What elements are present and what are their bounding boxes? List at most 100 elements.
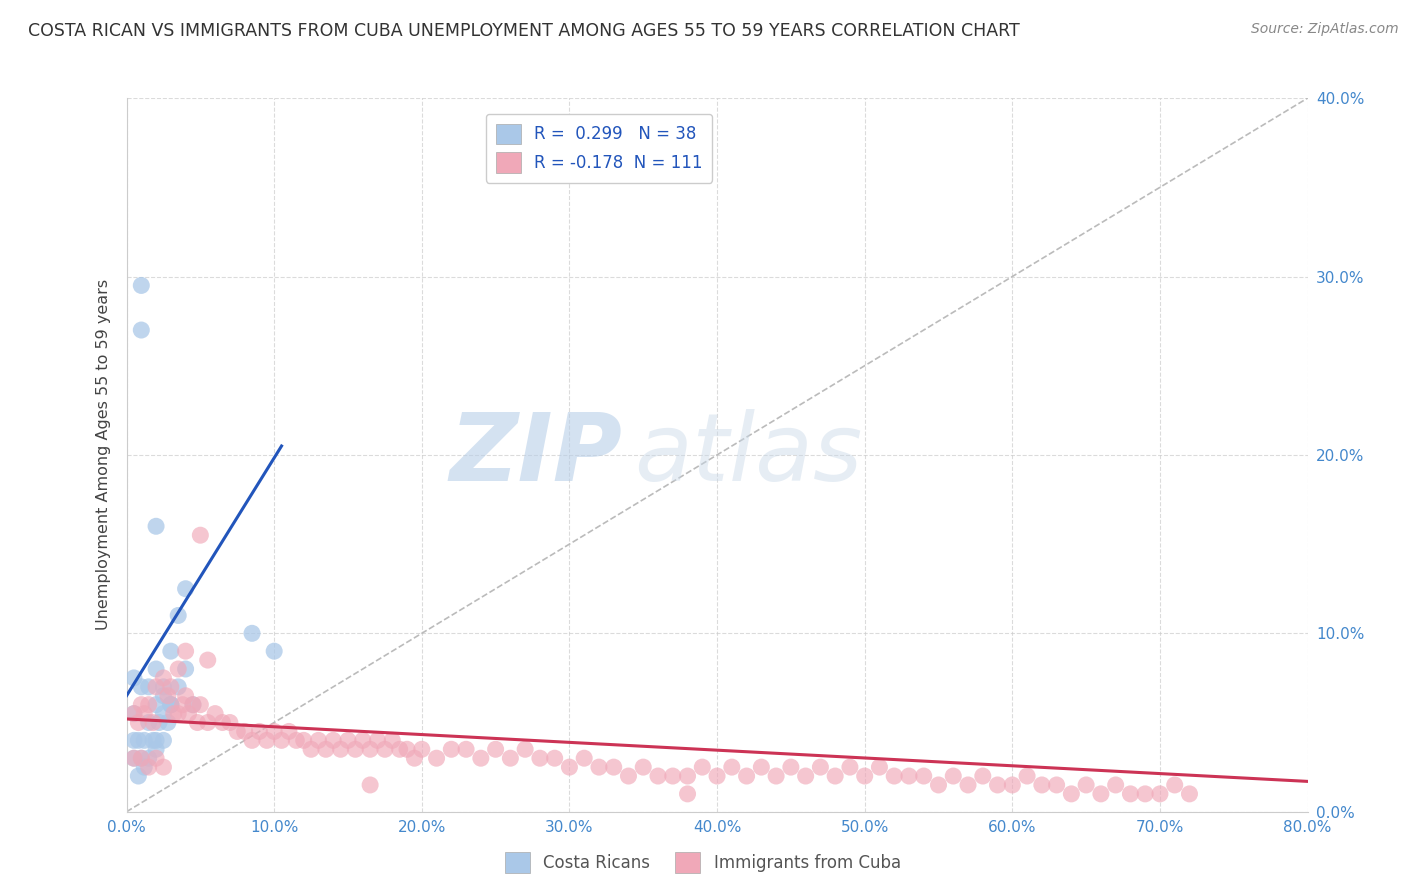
Point	[278, 724, 301, 739]
Point	[352, 733, 374, 747]
Point	[676, 787, 699, 801]
Point	[197, 653, 219, 667]
Point	[129, 751, 153, 765]
Point	[263, 724, 285, 739]
Point	[148, 715, 170, 730]
Point	[411, 742, 433, 756]
Point	[484, 742, 508, 756]
Point	[145, 751, 167, 765]
Point	[1045, 778, 1069, 792]
Point	[219, 715, 242, 730]
Point	[163, 706, 186, 721]
Point	[617, 769, 640, 783]
Point	[454, 742, 477, 756]
Point	[122, 706, 145, 721]
Point	[152, 671, 174, 685]
Point	[853, 769, 876, 783]
Point	[315, 742, 337, 756]
Point	[159, 698, 183, 712]
Point	[661, 769, 683, 783]
Point	[156, 715, 179, 730]
Point	[152, 680, 174, 694]
Point	[177, 706, 200, 721]
Legend: Costa Ricans, Immigrants from Cuba: Costa Ricans, Immigrants from Cuba	[499, 846, 907, 880]
Point	[138, 698, 160, 712]
Point	[181, 698, 204, 712]
Point	[211, 715, 233, 730]
Point	[142, 733, 165, 747]
Point	[1076, 778, 1098, 792]
Point	[122, 733, 145, 747]
Point	[838, 760, 860, 774]
Point	[226, 724, 249, 739]
Point	[167, 680, 190, 694]
Point	[145, 662, 167, 676]
Point	[1090, 787, 1112, 801]
Point	[299, 742, 322, 756]
Point	[720, 760, 742, 774]
Point	[270, 733, 292, 747]
Point	[779, 760, 801, 774]
Point	[181, 698, 204, 712]
Point	[1149, 787, 1171, 801]
Point	[145, 698, 167, 712]
Point	[240, 733, 263, 747]
Point	[440, 742, 463, 756]
Point	[912, 769, 935, 783]
Point	[174, 644, 197, 658]
Text: COSTA RICAN VS IMMIGRANTS FROM CUBA UNEMPLOYMENT AMONG AGES 55 TO 59 YEARS CORRE: COSTA RICAN VS IMMIGRANTS FROM CUBA UNEM…	[28, 22, 1019, 40]
Point	[344, 742, 367, 756]
Text: ZIP: ZIP	[450, 409, 623, 501]
Point	[322, 733, 344, 747]
Point	[167, 706, 190, 721]
Point	[174, 689, 197, 703]
Point	[197, 715, 219, 730]
Point	[122, 671, 145, 685]
Point	[1001, 778, 1024, 792]
Point	[134, 706, 156, 721]
Point	[765, 769, 787, 783]
Point	[138, 680, 160, 694]
Point	[233, 724, 256, 739]
Point	[404, 751, 426, 765]
Point	[122, 706, 145, 721]
Point	[987, 778, 1010, 792]
Point	[574, 751, 596, 765]
Point	[388, 742, 411, 756]
Point	[1178, 787, 1201, 801]
Point	[603, 760, 626, 774]
Point	[676, 769, 699, 783]
Point	[152, 733, 174, 747]
Point	[174, 582, 197, 596]
Point	[127, 715, 149, 730]
Point	[129, 680, 153, 694]
Point	[172, 698, 194, 712]
Point	[167, 662, 190, 676]
Point	[138, 715, 160, 730]
Point	[152, 689, 174, 703]
Point	[167, 608, 190, 623]
Point	[145, 742, 167, 756]
Point	[186, 715, 208, 730]
Point	[1164, 778, 1187, 792]
Point	[690, 760, 713, 774]
Point	[134, 760, 156, 774]
Point	[134, 733, 156, 747]
Point	[292, 733, 315, 747]
Point	[735, 769, 758, 783]
Y-axis label: Unemployment Among Ages 55 to 59 years: Unemployment Among Ages 55 to 59 years	[96, 279, 111, 631]
Point	[247, 724, 270, 739]
Point	[529, 751, 551, 765]
Point	[159, 698, 183, 712]
Point	[499, 751, 522, 765]
Point	[631, 760, 654, 774]
Point	[706, 769, 728, 783]
Point	[1017, 769, 1039, 783]
Point	[972, 769, 994, 783]
Point	[824, 769, 846, 783]
Point	[156, 689, 179, 703]
Point	[956, 778, 979, 792]
Point	[396, 742, 419, 756]
Point	[1031, 778, 1053, 792]
Point	[240, 626, 263, 640]
